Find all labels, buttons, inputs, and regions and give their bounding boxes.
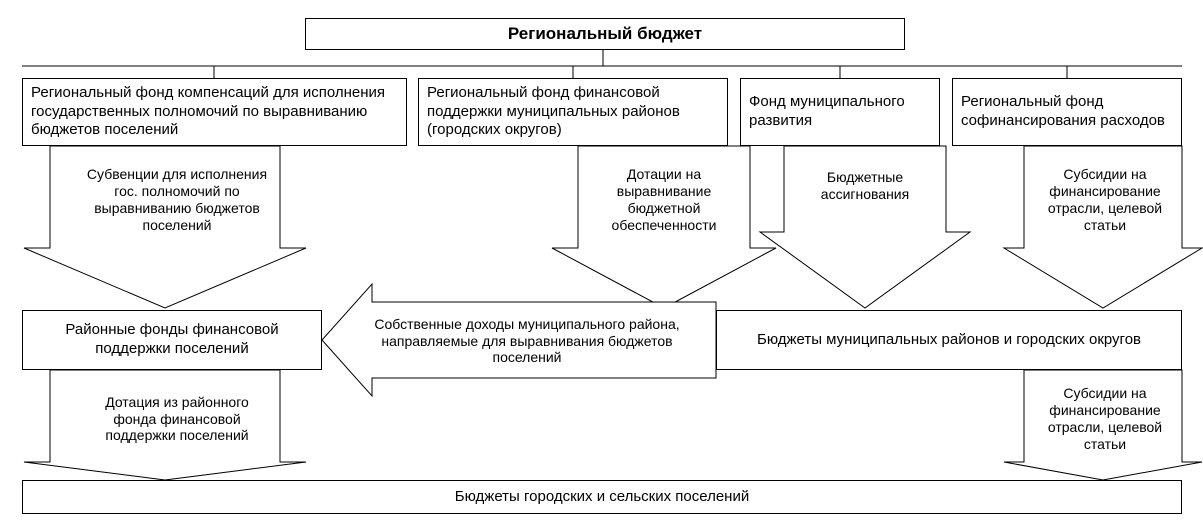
label-sobstvennye: Собственные доходы муниципального района…: [372, 307, 682, 375]
label-dotacii: Дотации на выравнивание бюджетной обеспе…: [584, 153, 744, 247]
diagram-canvas: Региональный бюджет Региональный фонд ко…: [0, 0, 1203, 531]
node-col2: Региональный фонд финансовой поддержки м…: [418, 78, 728, 146]
node-title: Региональный бюджет: [305, 18, 905, 50]
node-col1: Региональный фонд компенсаций для исполн…: [22, 78, 407, 146]
label-assignovaniya: Бюджетные ассигнования: [790, 156, 940, 216]
node-col4: Региональный фонд софинансирования расхо…: [952, 78, 1182, 146]
label-subsidii-top: Субсидии на финансирование отрасли, целе…: [1030, 153, 1180, 247]
label-subsidii-bottom: Субсидии на финансирование отрасли, целе…: [1030, 378, 1180, 460]
node-budmun: Бюджеты муниципальных районов и городски…: [716, 310, 1182, 370]
node-bottom: Бюджеты городских и сельских поселений: [22, 480, 1182, 514]
label-subvencii: Субвенции для исполнения гос. полномочий…: [82, 153, 272, 247]
edge-title-to-columns: [22, 50, 1182, 78]
node-rayon: Районные фонды финансовой поддержки посе…: [22, 310, 322, 370]
label-dotaciya-bottom: Дотация из районного фонда финансовой по…: [82, 378, 272, 460]
node-col3: Фонд муниципального развития: [740, 78, 940, 146]
